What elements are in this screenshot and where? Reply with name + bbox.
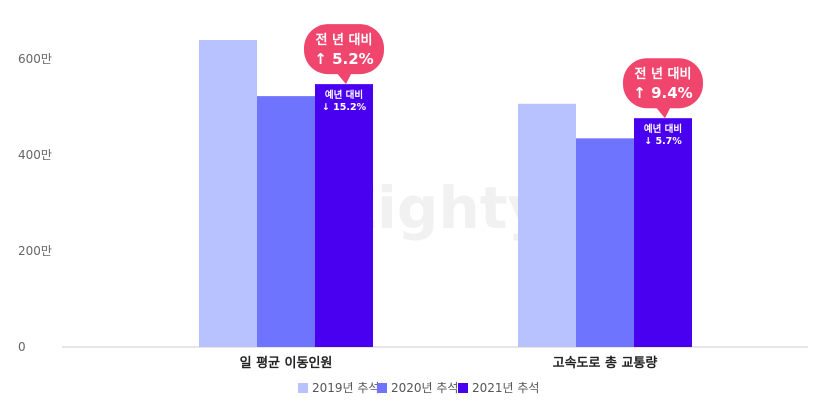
- bar: [199, 40, 257, 347]
- bar: [315, 84, 373, 347]
- annotation-bubble: [304, 24, 384, 75]
- legend-label: 2019년 추석: [312, 381, 379, 395]
- bar-labels: 예년 대비↓ 15.2%예년 대비↓ 5.7%: [322, 89, 682, 147]
- y-axis-ticks: 0 200만 400만 600만: [18, 52, 52, 354]
- bars: [199, 40, 692, 348]
- bar: [518, 103, 576, 348]
- bar: [634, 118, 692, 348]
- legend-label: 2020년 추석: [391, 381, 458, 395]
- annotation-value: ↑ 5.2%: [314, 50, 373, 68]
- bar-label-title: 예년 대비: [325, 89, 363, 101]
- legend-swatch: [298, 383, 308, 393]
- y-tick-label: 200만: [18, 244, 52, 258]
- bar: [576, 138, 634, 347]
- bar-label-title: 예년 대비: [644, 123, 682, 135]
- y-tick-label: 0: [18, 340, 26, 354]
- legend-swatch: [458, 383, 468, 393]
- x-category-label: 일 평균 이동인원: [240, 355, 333, 371]
- legend-swatch: [377, 383, 387, 393]
- bar-label-value: ↓ 5.7%: [644, 136, 682, 147]
- y-tick-label: 600만: [18, 52, 52, 66]
- annotation-bubbles: 전 년 대비 ↑ 5.2% 전 년 대비 ↑ 9.4%: [304, 24, 703, 119]
- legend-label: 2021년 추석: [472, 381, 539, 395]
- annotation-value: ↑ 9.4%: [633, 84, 692, 102]
- annotation-title: 전 년 대비: [316, 32, 373, 48]
- bar: [257, 96, 315, 347]
- category-labels: 일 평균 이동인원 고속도로 총 교통량: [240, 355, 658, 371]
- y-tick-label: 400만: [18, 148, 52, 162]
- bar-label-value: ↓ 15.2%: [322, 102, 367, 113]
- annotation-bubble-tail: [655, 106, 671, 119]
- legend: 2019년 추석 2020년 추석 2021년 추석: [298, 381, 539, 395]
- annotation-bubble-tail: [336, 72, 352, 85]
- annotation-bubble: [623, 58, 703, 109]
- annotation-title: 전 년 대비: [635, 66, 692, 82]
- x-category-label: 고속도로 총 교통량: [553, 355, 658, 371]
